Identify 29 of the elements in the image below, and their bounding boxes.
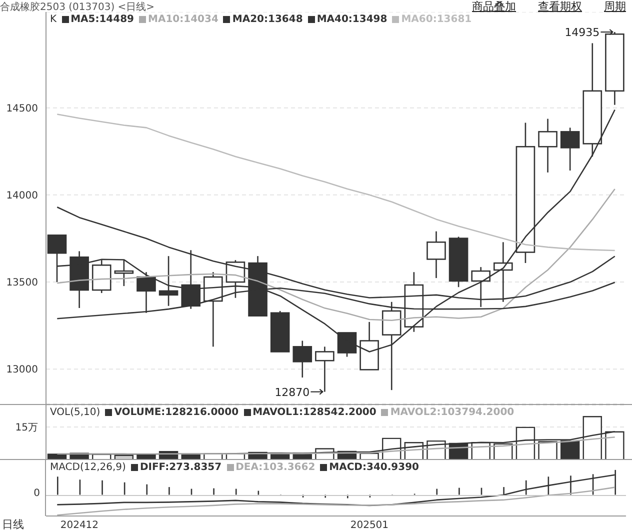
legend-label: MAVOL1:128542.2000 bbox=[252, 407, 376, 418]
annotation: 周期 bbox=[604, 0, 626, 14]
annotation: 12870 bbox=[274, 386, 310, 399]
legend-label: MACD:340.9390 bbox=[329, 462, 419, 473]
legend-label: MA60:13681 bbox=[401, 14, 472, 25]
legend-label: MA5:14489 bbox=[70, 14, 134, 25]
chart-title: 合成橡胶2503 (013703) <日线> bbox=[0, 0, 155, 14]
y-tick-label: 13500 bbox=[6, 278, 38, 289]
annotation: 商品叠加 bbox=[472, 0, 516, 14]
legend-label: DEA:103.3662 bbox=[236, 462, 316, 473]
y-tick-label: 14000 bbox=[6, 190, 38, 202]
annotation: 查看期权 bbox=[538, 0, 582, 14]
x-axis-title: 日线 bbox=[2, 517, 24, 532]
legend-label: VOLUME:128216.0000 bbox=[114, 407, 239, 418]
legend-label: MAVOL2:103794.2000 bbox=[390, 407, 514, 418]
annotation: 14935 bbox=[564, 26, 600, 40]
y-tick-label: 13000 bbox=[6, 364, 38, 376]
legend-label: DIFF:273.8357 bbox=[140, 462, 222, 473]
legend-label: MA20:13648 bbox=[232, 14, 303, 25]
text: 0 bbox=[34, 488, 40, 499]
x-tick-label: 202501 bbox=[350, 520, 389, 532]
legend-title: MACD(12,26,9) bbox=[50, 462, 126, 473]
y-tick-label: 15万 bbox=[15, 422, 38, 434]
legend-label: MA40:13498 bbox=[316, 14, 388, 25]
legend-title: VOL(5,10) bbox=[50, 407, 100, 418]
y-tick-label: 14500 bbox=[6, 103, 38, 114]
legend-label: MA10:14034 bbox=[148, 14, 218, 25]
legend-title: K bbox=[50, 14, 57, 25]
x-tick-label: 202412 bbox=[60, 520, 99, 532]
